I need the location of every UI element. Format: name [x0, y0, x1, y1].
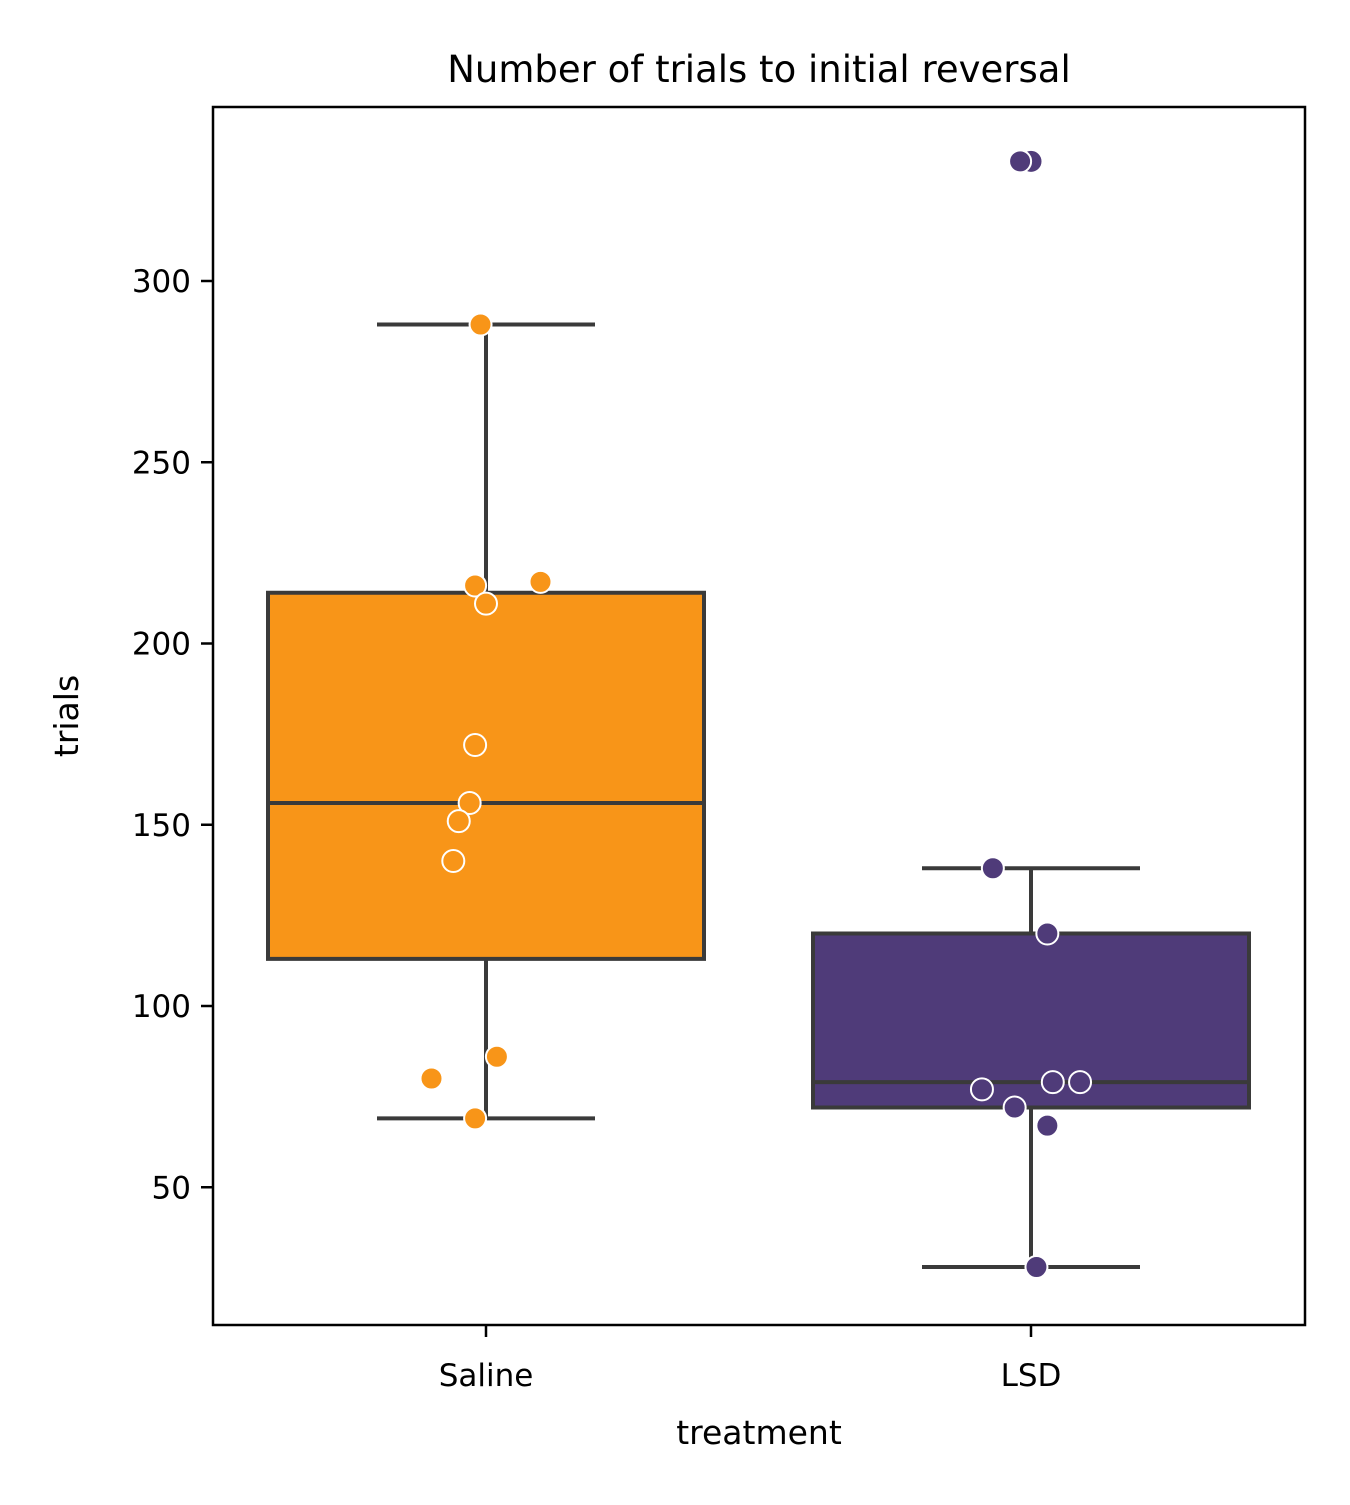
data-point-saline — [468, 312, 493, 337]
y-tick-label: 150 — [132, 808, 191, 844]
data-point-lsd — [1040, 1070, 1065, 1095]
data-point-lsd — [1035, 921, 1060, 946]
y-axis-title: trials — [47, 675, 86, 757]
data-point-saline — [484, 1044, 509, 1069]
data-point-lsd — [969, 1077, 994, 1102]
y-tick-label: 100 — [132, 989, 191, 1025]
data-point-saline — [463, 733, 488, 757]
axes-layer: 50 100 150 200 250 300 Saline LSD — [132, 105, 1307, 1394]
data-point-lsd — [1002, 1095, 1027, 1120]
y-tick-label: 300 — [132, 264, 191, 300]
data-point-lsd — [980, 856, 1005, 881]
data-point-lsd — [1035, 1113, 1060, 1138]
data-point-lsd — [1008, 149, 1033, 174]
data-point-saline — [528, 569, 553, 594]
y-tick-label: 200 — [132, 627, 191, 663]
x-tick-label-lsd: LSD — [1001, 1358, 1062, 1394]
data-point-saline — [446, 809, 471, 834]
data-point-lsd — [1024, 1255, 1049, 1279]
box-saline — [266, 590, 706, 961]
y-tick-label: 250 — [132, 445, 191, 481]
data-point-saline — [474, 591, 498, 616]
data-point-lsd — [1068, 1070, 1093, 1095]
plot-frame — [211, 105, 1307, 1327]
data-point-saline — [457, 791, 482, 815]
data-point-saline — [419, 1066, 444, 1091]
data-point-saline — [463, 1106, 488, 1131]
chart-title: Number of trials to initial reversal — [447, 48, 1071, 91]
data-point-saline — [441, 849, 466, 873]
x-tick-label-saline: Saline — [439, 1358, 534, 1394]
data-point-saline — [463, 573, 488, 598]
y-tick-label: 50 — [152, 1170, 191, 1206]
points-layer — [419, 149, 1093, 1279]
x-axis-title: treatment — [676, 1413, 842, 1452]
box-lsd — [811, 931, 1251, 1110]
